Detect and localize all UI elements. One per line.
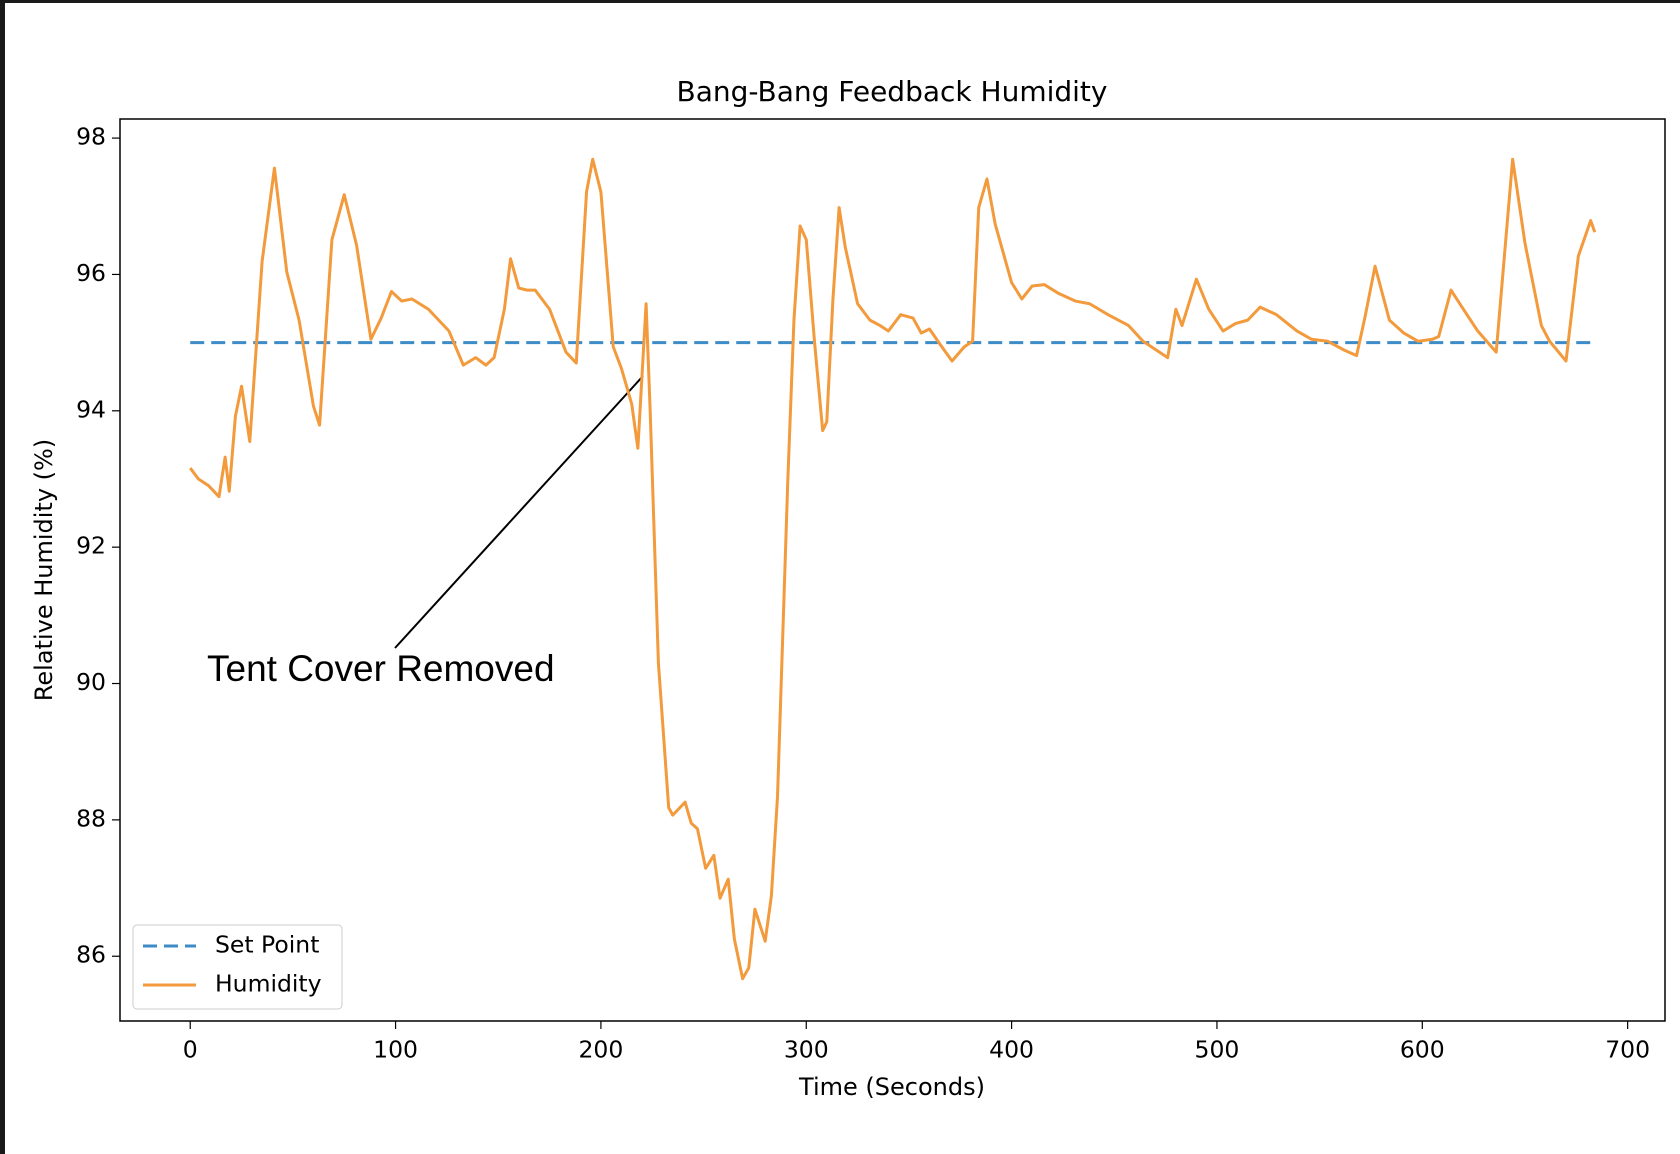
x-tick-label: 600 xyxy=(1400,1036,1445,1064)
x-tick-label: 300 xyxy=(784,1036,829,1064)
annotation-arrow xyxy=(394,375,644,649)
y-tick-label: 86 xyxy=(76,941,106,969)
y-tick-label: 98 xyxy=(76,123,106,151)
plot-frame xyxy=(119,118,1666,1022)
y-tick-label: 90 xyxy=(76,668,106,696)
y-axis-label: Relative Humidity (%) xyxy=(30,439,58,701)
x-tick-label: 100 xyxy=(373,1036,418,1064)
x-tick-label: 400 xyxy=(989,1036,1034,1064)
y-tick-label: 88 xyxy=(76,804,106,832)
y-tick-label: 94 xyxy=(76,395,106,423)
legend-label: Set Point xyxy=(215,931,319,959)
x-tick-label: 0 xyxy=(183,1036,198,1064)
data-line xyxy=(189,157,1597,981)
x-tick-label: 500 xyxy=(1195,1036,1240,1064)
legend-label: Humidity xyxy=(215,970,322,998)
x-axis-label: Time (Seconds) xyxy=(798,1073,985,1101)
x-tick-label: 200 xyxy=(578,1036,623,1064)
x-tick-label: 700 xyxy=(1605,1036,1650,1064)
y-tick-label: 96 xyxy=(76,259,106,287)
chart-title: Bang-Bang Feedback Humidity xyxy=(677,75,1108,108)
y-tick-label: 92 xyxy=(76,532,106,560)
annotation: Tent Cover Removed xyxy=(207,648,555,689)
